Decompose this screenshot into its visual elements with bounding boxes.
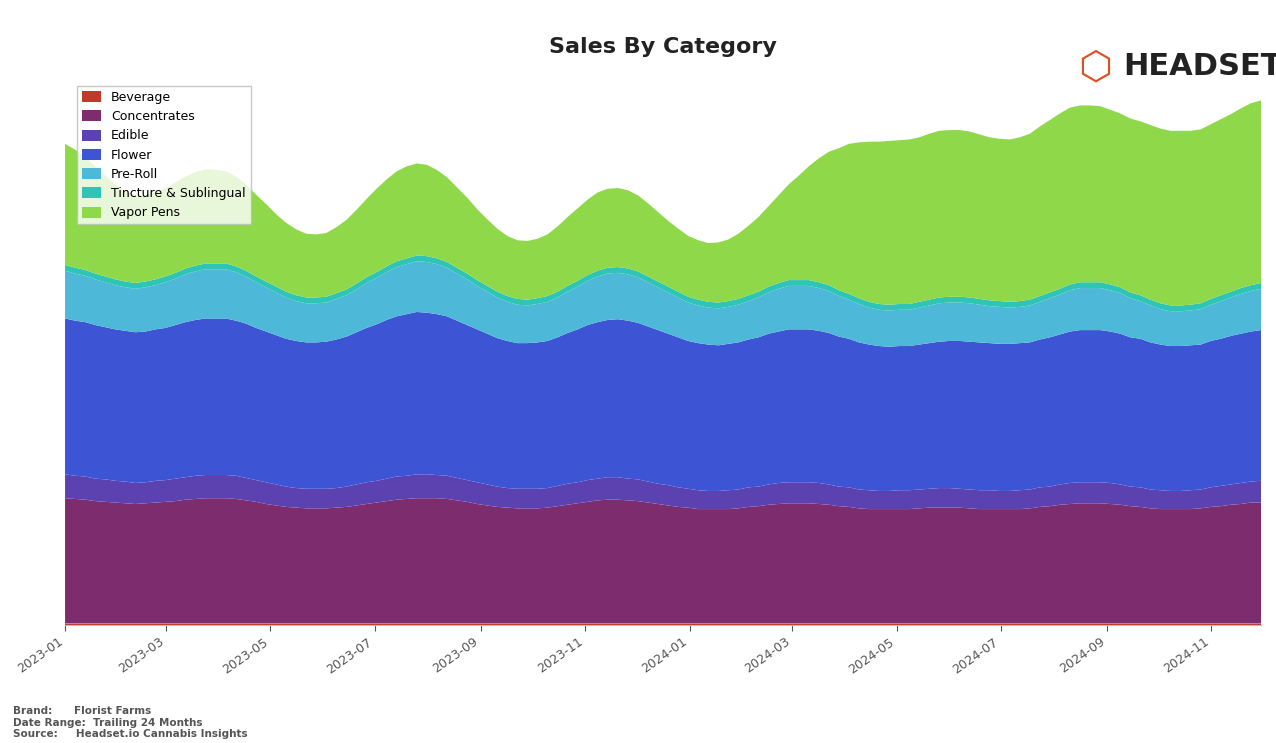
Legend: Beverage, Concentrates, Edible, Flower, Pre-Roll, Tincture & Sublingual, Vapor P: Beverage, Concentrates, Edible, Flower, … xyxy=(78,86,250,224)
Text: ⬡: ⬡ xyxy=(1078,48,1113,86)
Text: Brand:      Florist Farms
Date Range:  Trailing 24 Months
Source:     Headset.io: Brand: Florist Farms Date Range: Trailin… xyxy=(13,706,248,739)
Text: HEADSET: HEADSET xyxy=(1123,52,1276,81)
Title: Sales By Category: Sales By Category xyxy=(549,37,777,57)
